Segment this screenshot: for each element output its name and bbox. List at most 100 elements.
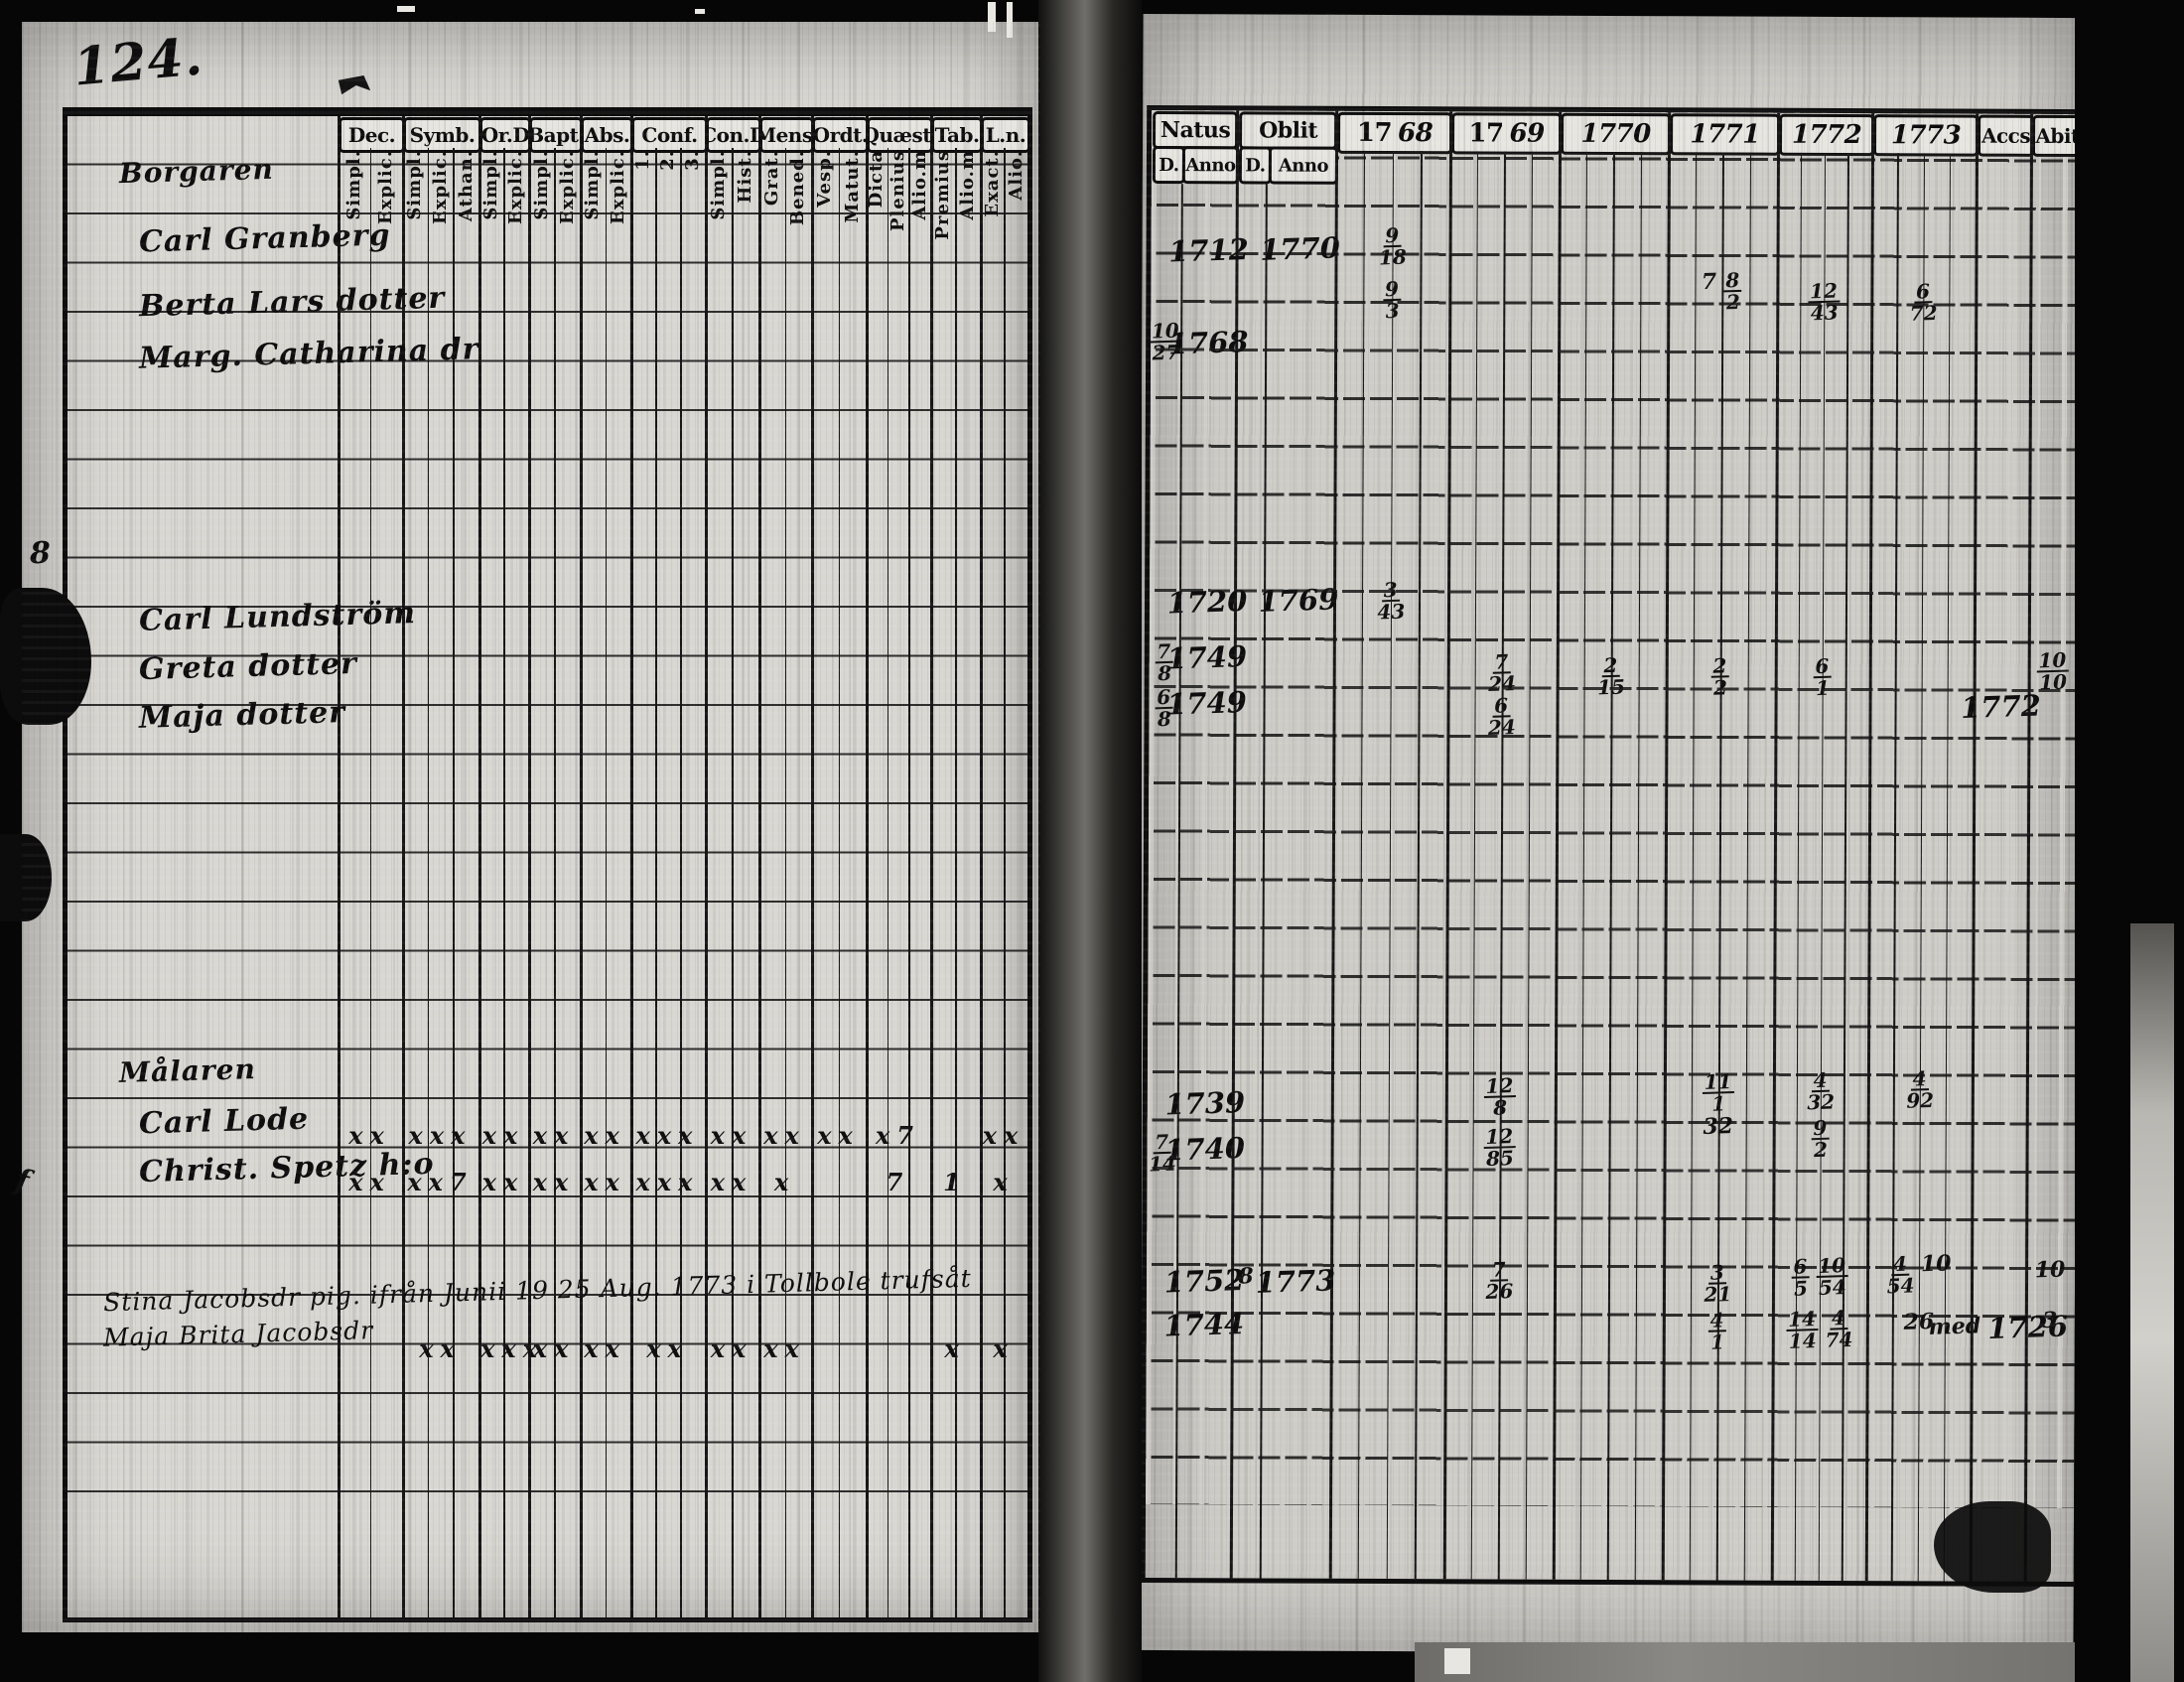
sub-anno-header: Anno [1268,146,1339,185]
column-subheader-label: Plenius [887,150,908,231]
examination-marks: xx [817,1120,860,1150]
handwritten-value: 1752 [1162,1263,1245,1300]
column-subheader-label: Explic. [607,150,628,224]
handwritten-date-cell: 6 5 10 54 [1790,1253,1848,1300]
handwritten-value: 7 [1701,268,1717,295]
section-heading: Borgaren [118,153,275,191]
handwritten-value: 1773 [1255,1263,1336,1301]
handwritten-value: 1712 [1167,232,1249,269]
folio-number: 124. [70,26,206,98]
handwritten-date-cell: 1768 [1167,325,1249,360]
sub-d-header: D. [1238,146,1273,185]
examination-marks: x7 [875,1120,920,1150]
handwritten-date-cell: 10 10 [2036,647,2069,694]
column-subheader-label: Vesp. [814,150,836,208]
column-subheader: Matut. [839,150,867,239]
column-subheader: Vesp. [811,150,839,239]
handwritten-value: 12 85 [1483,1124,1516,1172]
column-subheader: Simpl. [478,150,503,239]
handwritten-entry: Carl Lode [138,1101,310,1142]
examination-marks: xx [710,1120,753,1150]
examination-marks: xx [710,1167,753,1196]
column-subheader: Premius [930,150,955,239]
handwritten-value: 14 14 [1785,1307,1818,1353]
handwritten-date-cell: 8 [1238,1262,1255,1290]
year-label: 69 [1509,118,1545,149]
column-subheader-label: Simpl. [342,150,364,220]
margin-mark-f: f [12,1162,34,1200]
grid-line-vertical [453,148,455,1617]
handwritten-value: 7 24 [1487,649,1517,697]
handwritten-value: 1720 [1165,584,1248,621]
column-subheader: Exact. [980,150,1004,239]
handwritten-date-cell: 3 [2042,1308,2058,1333]
handwritten-value: 10 10 [2036,647,2069,694]
handwritten-date-cell: 4 54 10 [1885,1251,1952,1299]
column-subheader: 1. [630,150,655,239]
handwritten-value: 9 18 [1378,223,1407,270]
year-label: 68 [1398,118,1433,149]
ink-blot [1934,1501,2051,1593]
column-header: Abs. [581,117,633,153]
handwritten-value: 3 43 [1376,577,1406,625]
handwritten-value: 8 [1238,1262,1255,1290]
grid-line-vertical [427,148,430,1617]
grid-line-vertical [811,116,814,1617]
right-dates-table: Natus Oblit D. Anno D. Anno 17 68 17 69 1770 1771 17… [1140,104,2086,1588]
grid-line-vertical [580,116,583,1617]
grid-line-vertical [784,148,786,1617]
grid-line-vertical [705,116,708,1617]
column-subheader-label: Hist. [735,150,755,204]
year-header: 1771 [1669,113,1781,156]
handwritten-value: 12 8 [1483,1073,1516,1120]
grid-line-vertical [503,148,505,1617]
examination-marks: x [993,1167,1015,1196]
oblit-header: Oblit [1239,111,1338,150]
gutter-highlight-tick [988,2,996,32]
column-subheader: Plenius [887,150,909,239]
handwritten-date-cell: 14 14 4 74 [1785,1306,1852,1353]
column-subheader-label: Simpl. [404,150,426,220]
year-header: 17 68 [1336,111,1453,155]
handwritten-value: 12 43 [1807,278,1840,325]
handwritten-date-cell: 1769 [1258,582,1339,618]
column-subheader-label: Athan. [455,150,477,222]
grid-line-vertical [478,116,481,1617]
grid-line-vertical [528,116,531,1617]
column-subheader-label: Alio.m [957,150,978,220]
handwritten-value: 11 1 [1702,1069,1734,1117]
column-subheader-label: Matut. [841,150,863,223]
handwritten-date-cell: 1720 [1165,584,1248,621]
handwritten-value: med [1927,1313,1981,1340]
handwritten-value: 1744 [1162,1306,1245,1343]
examination-marks: 7 [886,1167,910,1196]
column-subheader-label: Dicta [866,150,887,209]
column-subheader-label: Explic. [505,150,526,224]
natus-header: Natus [1153,110,1239,150]
year-header: 1772 [1778,113,1875,157]
column-subheader-label: Premius [932,150,953,239]
year-header: 1773 [1872,114,1979,157]
column-header: Bapt. [529,117,583,153]
column-subheader: Grat. [758,150,785,239]
grid-line-vertical [605,148,607,1617]
column-subheader: Alio. [1004,150,1027,239]
handwritten-value: 1772 [1960,688,2041,726]
handwritten-date-cell: 1773 [1255,1263,1336,1301]
examination-marks: xxx [635,1120,700,1150]
year-label: 1770 [1580,118,1651,150]
sub-d-header: D. [1152,145,1186,185]
column-header: Quæst. [867,117,933,153]
examination-marks: xxx [480,1333,544,1363]
ink-blot [0,834,52,921]
column-subheader-label: 2. [657,150,678,171]
column-subheader: Athan. [453,150,478,239]
examination-marks: xx [584,1333,626,1363]
grid-line-vertical [369,148,371,1617]
handwritten-entry: Carl Granberg [138,217,391,260]
